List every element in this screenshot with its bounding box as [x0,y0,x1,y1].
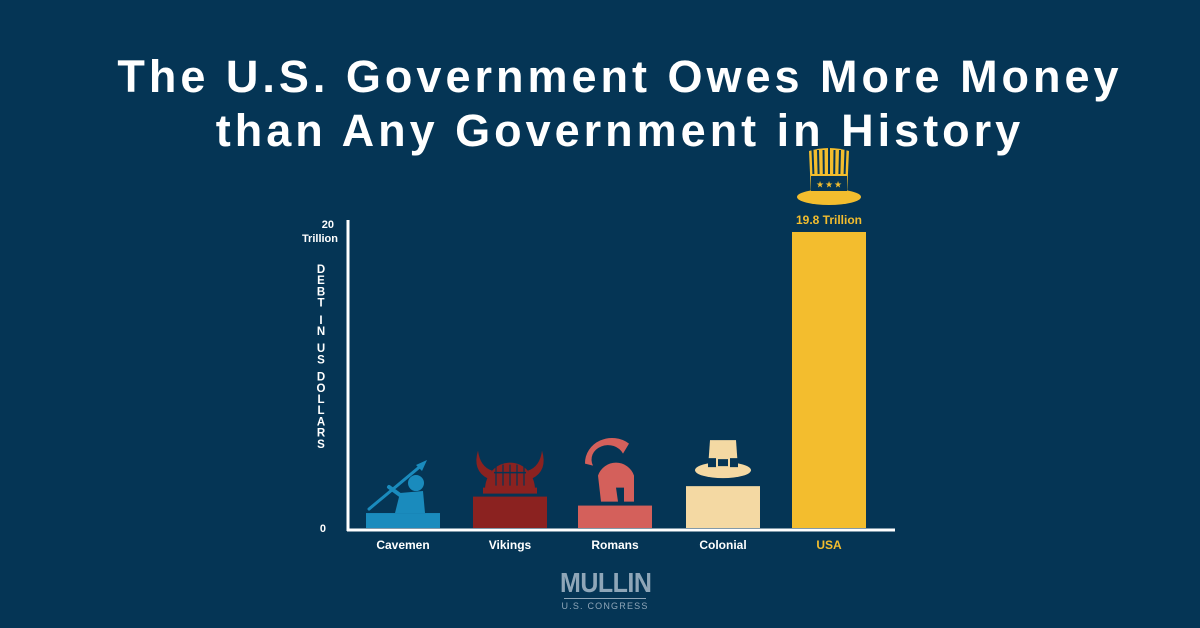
hat-buckle [716,457,730,469]
mullin-logo: MULLIN U.S. CONGRESS [560,567,652,611]
title-line-1: The U.S. Government Owes More Money [117,51,1123,102]
hat-stripe [838,149,841,175]
caveman-arm [387,485,402,498]
data-label-usa: 19.8 Trillion [796,213,862,227]
y-tick-zero: 0 [320,523,326,535]
x-tick-label-colonial: Colonial [699,538,746,552]
horn-right [528,450,544,479]
hat-stripe [817,149,820,175]
bar-romans [578,505,652,528]
helmet-rim [483,487,537,494]
chart-title: The U.S. Government Owes More Money than… [0,50,1200,158]
caveman-spear-icon [367,460,427,514]
logo-subtitle: U.S. CONGRESS [561,601,649,611]
hat-band [811,175,847,191]
hat-band [708,458,738,468]
bar-usa [792,231,866,529]
logo-rule [564,598,646,599]
x-tick-label-romans: Romans [591,538,639,552]
helmet-crest [584,437,629,466]
roman-helmet-icon [584,437,634,502]
star-icon: ★ [825,180,833,190]
y-tick-top-unit: Trillion [302,233,338,245]
x-tick-label-usa: USA [816,538,842,552]
y-tick-top-value: 20 [322,219,334,231]
bar-vikings [473,496,547,528]
x-tick-label-vikings: Vikings [489,538,532,552]
bar-colonial [686,486,760,528]
x-tick-label-cavemen: Cavemen [376,538,429,552]
spear-shaft [367,462,425,511]
star-icon: ★ [834,180,842,190]
hat-stripe [811,149,815,175]
title-line-2: than Any Government in History [215,105,1025,156]
caveman-body [395,491,425,514]
horn-left [476,450,492,479]
spear-tip [416,460,427,472]
viking-helmet-icon [476,450,544,494]
caveman-head [408,475,424,492]
logo-name: MULLIN [560,567,652,599]
hat-stripe [843,149,847,175]
bar-cavemen [366,513,440,528]
pilgrim-hat-icon [695,440,751,479]
star-icon: ★ [816,180,824,190]
uncle-sam-hat-icon: ★ ★ ★ [797,147,861,205]
helmet-shell [598,462,634,502]
